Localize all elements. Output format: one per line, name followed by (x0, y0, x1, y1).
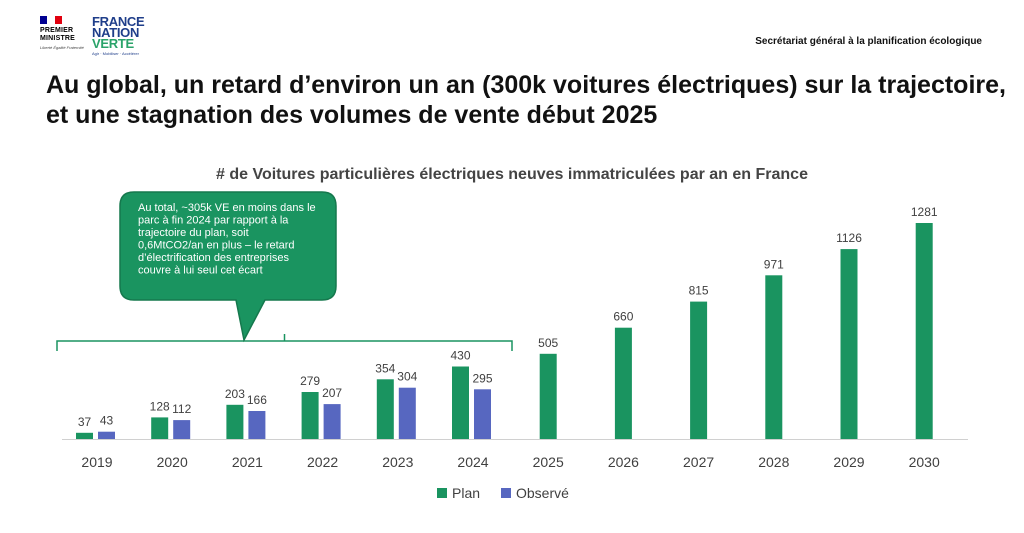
republique-francaise-logo: PREMIER MINISTRE Liberté Égalité Fratern… (40, 16, 90, 50)
french-flag-icon (40, 16, 62, 24)
callout-line: 0,6MtCO2/an en plus – le retard (138, 240, 295, 252)
legend-label-observe: Observé (516, 485, 569, 501)
plan-bar (226, 404, 244, 439)
plan-bar (840, 249, 858, 439)
plan-bar (76, 432, 93, 439)
x-tick-label: 2025 (533, 454, 564, 470)
plan-bar (915, 223, 933, 439)
x-tick-label: 2026 (608, 454, 639, 470)
callout-line: Au total, ~305k VE en moins dans le (138, 202, 316, 214)
france-nation-verte-logo: FRANCE NATION VERTE Agir · Mobiliser · A… (92, 14, 145, 56)
plan-bar (301, 392, 319, 439)
data-label: 203 (225, 387, 245, 401)
x-tick-label: 2020 (157, 454, 188, 470)
rf-name-line-2: MINISTRE (40, 35, 76, 42)
data-label: 430 (450, 349, 470, 363)
observe-bar (323, 404, 341, 439)
callout-line: trajectoire du plan, soit (138, 227, 249, 239)
callout-text: Au total, ~305k VE en moins dans le parc … (138, 202, 316, 277)
data-label: 660 (613, 310, 633, 324)
chart-title: # de Voitures particulières électriques … (216, 166, 808, 183)
fnv-line-2: NATION (92, 25, 140, 40)
x-tick-label: 2022 (307, 454, 338, 470)
plan-bar (539, 353, 557, 439)
data-label: 295 (472, 371, 492, 385)
data-label: 971 (764, 257, 784, 271)
data-label: 207 (322, 386, 342, 400)
data-label: 354 (375, 361, 395, 375)
observe-bar (98, 431, 115, 439)
bracket-2019-2024 (56, 334, 513, 351)
data-label: 505 (538, 336, 558, 350)
callout-line: parc à fin 2024 par rapport à la (138, 215, 289, 227)
data-label: 279 (300, 374, 320, 388)
secretariat-label: Secrétariat général à la planification é… (755, 36, 982, 47)
plan-bar (376, 379, 394, 439)
fnv-line-1: FRANCE (92, 14, 145, 29)
data-label: 815 (689, 284, 709, 298)
data-label: 304 (397, 370, 417, 384)
observe-bar (474, 389, 491, 439)
x-tick-label: 2029 (833, 454, 864, 470)
observe-bar (173, 420, 191, 439)
fnv-tagline: Agir · Mobiliser · Accélérer (92, 51, 139, 56)
x-tick-label: 2021 (232, 454, 263, 470)
callout-line: d’électrification des entreprises (138, 252, 290, 264)
rf-name-line-1: PREMIER (40, 27, 74, 34)
data-label: 1281 (911, 205, 938, 219)
page-title: Au global, un retard d’environ un an (30… (46, 71, 1006, 129)
data-label: 37 (78, 415, 92, 429)
x-tick-label: 2027 (683, 454, 714, 470)
data-label: 166 (247, 393, 267, 407)
data-label: 112 (172, 402, 191, 416)
header-logos: PREMIER MINISTRE Liberté Égalité Fratern… (40, 14, 160, 66)
plan-bar (151, 417, 169, 439)
callout-line: couvre à lui seul cet écart (138, 265, 263, 277)
legend-swatch-plan (437, 488, 447, 498)
x-tick-label: 2028 (758, 454, 789, 470)
plan-bar (765, 275, 783, 439)
plan-bar (452, 366, 469, 439)
x-tick-label: 2030 (909, 454, 940, 470)
plan-bar (690, 301, 708, 439)
data-label: 128 (150, 399, 170, 413)
x-tick-label: 2019 (81, 454, 112, 470)
x-tick-label: 2023 (382, 454, 413, 470)
callout-bubble (119, 191, 337, 343)
plan-bar (614, 327, 632, 439)
x-tick-label: 2024 (457, 454, 488, 470)
data-label: 43 (100, 414, 114, 428)
data-label: 1126 (836, 231, 862, 245)
observe-bar (398, 387, 416, 439)
legend-swatch-observe (501, 488, 511, 498)
fnv-line-3: VERTE (92, 36, 134, 51)
observe-bar (248, 411, 266, 439)
legend-label-plan: Plan (452, 485, 480, 501)
rf-motto: Liberté Égalité Fraternité (40, 45, 84, 50)
